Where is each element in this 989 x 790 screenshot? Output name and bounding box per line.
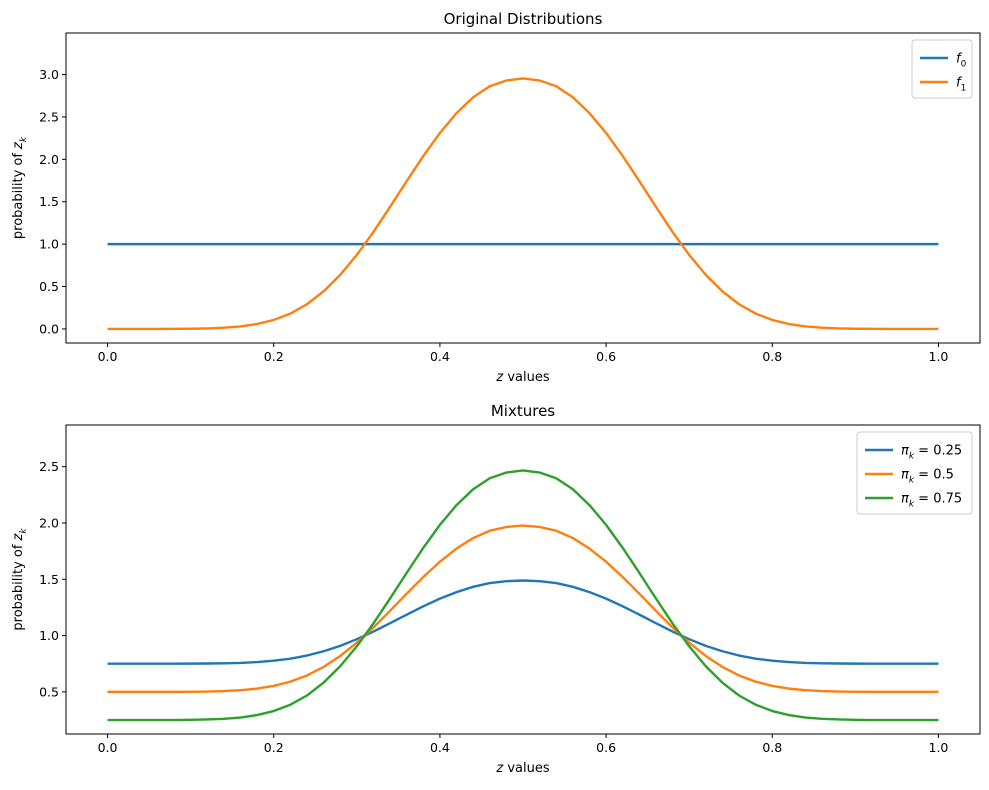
y-tick-label: 0.0 [39, 321, 59, 336]
y-tick-label: 2.0 [39, 152, 59, 167]
series-line-2 [107, 77, 939, 331]
x-tick-label: 1.0 [929, 349, 949, 364]
y-tick-label: 1.5 [39, 572, 59, 587]
legend-box [911, 39, 973, 99]
y-tick-label: 1.5 [39, 194, 59, 209]
y-axis-label: probability of zk​ [11, 136, 29, 239]
series-group [107, 77, 939, 331]
series-group [107, 469, 939, 722]
x-tick-label: 0.8 [762, 349, 782, 364]
x-tick-label: 0.0 [98, 349, 118, 364]
legend-box [856, 431, 973, 515]
x-tick-label: 0.0 [98, 740, 118, 755]
series-line-3 [107, 469, 939, 722]
x-tick-label: 0.6 [596, 740, 616, 755]
x-tick-label: 0.2 [264, 349, 284, 364]
y-tick-label: 3.0 [39, 67, 59, 82]
legend-label-3: πk​ = 0.75 [901, 492, 962, 510]
chart-title: Original Distributions [444, 10, 603, 28]
y-tick-label: 0.5 [39, 684, 59, 699]
y-tick-label: 2.5 [39, 109, 59, 124]
x-tick-label: 0.4 [430, 349, 450, 364]
axes-frame [65, 32, 981, 344]
legend-label-2: πk​ = 0.5 [901, 468, 954, 486]
x-tick-label: 0.4 [430, 740, 450, 755]
chart-title: Mixtures [491, 402, 555, 420]
legend: πk​ = 0.25 πk​ = 0.5 πk​ = 0.75 [856, 431, 973, 515]
chart-panel-1: Original Distributions 0.0 0.2 0.4 0.6 0.8 1.0… [11, 10, 981, 385]
legend-label-1: f0​ [956, 52, 967, 70]
legend-label-2: f1​ [956, 76, 966, 94]
chart-panel-2: Mixtures 0.0 0.2 0.4 0.6 0.8 1.0 0.5 1.0 1.5 2.0 2.… [11, 402, 981, 776]
x-axis-label: z values [495, 370, 549, 385]
series-line-2 [107, 524, 939, 694]
y-axis-label: probability of zk​ [11, 528, 29, 631]
x-tick-label: 0.6 [596, 349, 616, 364]
legend: f0​f1​ [911, 39, 973, 99]
x-tick-label: 1.0 [929, 740, 949, 755]
y-tick-label: 0.5 [39, 279, 59, 294]
y-tick-label: 2.0 [39, 515, 59, 530]
x-tick-label: 0.8 [762, 740, 782, 755]
y-tick-label: 2.5 [39, 459, 59, 474]
x-axis-label: z values [495, 761, 549, 776]
y-tick-label: 1.0 [39, 628, 59, 643]
y-tick-label: 1.0 [39, 237, 59, 252]
series-line-1 [107, 579, 939, 665]
legend-label-1: πk​ = 0.25 [901, 444, 962, 462]
x-tick-label: 0.2 [264, 740, 284, 755]
